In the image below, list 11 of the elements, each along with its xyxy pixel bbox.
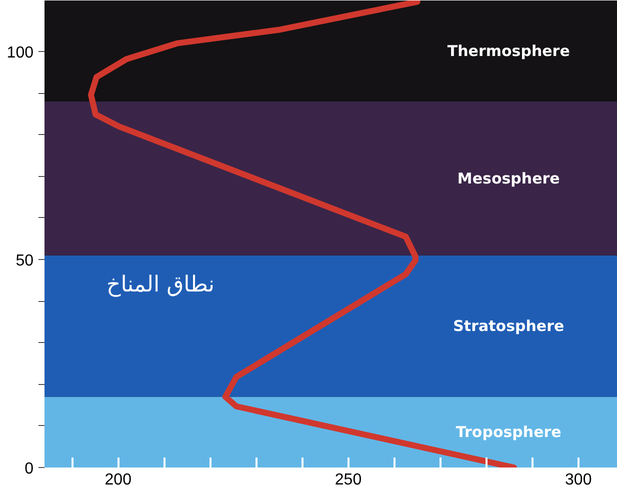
band-label: Stratosphere bbox=[453, 317, 564, 336]
y-tick-label: 0 bbox=[24, 460, 34, 478]
x-tick-label: 250 bbox=[334, 472, 362, 488]
y-tick-label: 50 bbox=[16, 252, 34, 270]
x-tick-label: 300 bbox=[565, 472, 592, 488]
y-tick-label: 100 bbox=[6, 44, 34, 62]
band-label: Troposphere bbox=[456, 423, 562, 442]
band-label: Thermosphere bbox=[447, 42, 570, 60]
band-label: Mesosphere bbox=[457, 169, 560, 188]
annotation: نطاق المناخ bbox=[106, 272, 215, 298]
x-tick-label: 200 bbox=[104, 472, 132, 488]
